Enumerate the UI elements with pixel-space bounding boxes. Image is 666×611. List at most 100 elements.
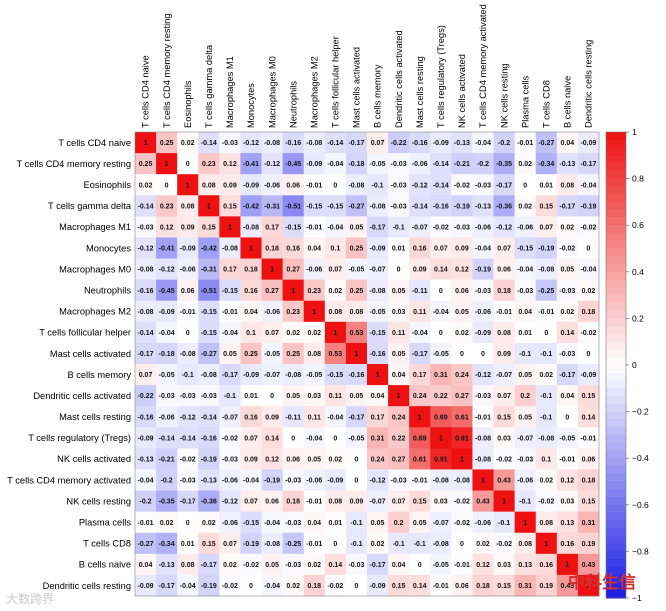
cell-value-label: -0.14 bbox=[327, 140, 343, 147]
cell-value-label: 0.02 bbox=[286, 583, 300, 590]
cell-value-label: -0.03 bbox=[517, 288, 533, 295]
cell-value-label: -0.03 bbox=[454, 225, 470, 232]
cell-value-label: 0.02 bbox=[539, 478, 553, 485]
heatmap-cell bbox=[198, 279, 220, 302]
cell-value-label: -0.03 bbox=[391, 161, 407, 168]
colorbar-segment bbox=[606, 279, 626, 288]
colorbar-segment bbox=[606, 295, 626, 304]
heatmap-cell bbox=[324, 364, 347, 386]
heatmap-cell bbox=[135, 490, 157, 513]
cell-value-label: -0.02 bbox=[454, 499, 470, 506]
cell-value-label: -0.04 bbox=[180, 583, 196, 590]
heatmap-cell bbox=[324, 342, 347, 365]
cell-value-label: -0.08 bbox=[433, 541, 449, 548]
column-label: B cells memory bbox=[373, 64, 383, 128]
heatmap-cell bbox=[493, 532, 516, 555]
column-label: Neutrophils bbox=[288, 81, 298, 128]
heatmap-cell bbox=[472, 237, 494, 259]
colorbar-segment bbox=[606, 388, 626, 397]
heatmap-cell bbox=[282, 237, 305, 259]
heatmap-cell bbox=[430, 237, 452, 259]
cell-value-label: -0.04 bbox=[580, 182, 596, 189]
heatmap-cell bbox=[282, 342, 305, 365]
heatmap-cell bbox=[303, 300, 326, 323]
cell-value-label: -0.1 bbox=[540, 351, 552, 358]
cell-value-label: 0.02 bbox=[371, 541, 385, 548]
heatmap-cell bbox=[493, 364, 516, 386]
cell-value-label: 0.61 bbox=[455, 414, 469, 421]
cell-value-label: 0.12 bbox=[160, 225, 174, 232]
cell-value-label: -0.27 bbox=[348, 203, 364, 210]
cell-value-label: -0.08 bbox=[454, 478, 470, 485]
colorbar-segment bbox=[606, 574, 626, 584]
cell-value-label: 0 bbox=[397, 267, 401, 274]
cell-value-label: 1 bbox=[544, 541, 548, 548]
row-label: Macrophages M1 bbox=[59, 222, 131, 232]
colorbar-tick-label: 0.2 bbox=[632, 313, 644, 323]
cell-value-label: -0.19 bbox=[243, 541, 259, 548]
cell-value-label: -0.01 bbox=[454, 562, 470, 569]
heatmap-cell bbox=[388, 385, 410, 407]
heatmap-cell bbox=[388, 300, 410, 323]
colorbar-segment bbox=[606, 256, 626, 265]
heatmap-cell bbox=[493, 385, 516, 407]
cell-value-label: -0.18 bbox=[159, 351, 175, 358]
colorbar-segment bbox=[606, 287, 626, 296]
cell-value-label: 0.05 bbox=[392, 288, 406, 295]
column-label: T cells follicular helper bbox=[331, 36, 341, 128]
cell-value-label: -0.2 bbox=[140, 499, 152, 506]
cell-value-label: 0.07 bbox=[371, 140, 385, 147]
cell-value-label: 0.09 bbox=[497, 351, 511, 358]
cell-value-label: -0.01 bbox=[222, 309, 238, 316]
heatmap-cell bbox=[135, 385, 157, 407]
heatmap-cell bbox=[430, 490, 452, 513]
heatmap-cell bbox=[303, 553, 326, 576]
cell-value-label: -0.16 bbox=[201, 435, 217, 442]
cell-value-label: -0.07 bbox=[433, 520, 449, 527]
heatmap-cell bbox=[282, 174, 305, 196]
heatmap-cell bbox=[556, 448, 579, 470]
cell-value-label: -0.01 bbox=[306, 225, 322, 232]
heatmap-cell bbox=[409, 195, 431, 217]
cell-value-label: 0.1 bbox=[330, 246, 340, 253]
heatmap-cell bbox=[198, 490, 220, 513]
row-label: Neutrophils bbox=[84, 285, 131, 295]
cell-value-label: -0.13 bbox=[454, 140, 470, 147]
heatmap-cell bbox=[324, 448, 347, 470]
heatmap-cell bbox=[388, 153, 410, 175]
cell-value-label: -0.08 bbox=[475, 457, 491, 464]
cell-value-label: -0.03 bbox=[475, 182, 491, 189]
colorbar-segment bbox=[606, 411, 626, 420]
cell-value-label: -0.17 bbox=[370, 225, 386, 232]
cell-value-label: -0.15 bbox=[327, 372, 343, 379]
cell-value-label: 1 bbox=[249, 246, 253, 253]
cell-value-label: -0.06 bbox=[159, 414, 175, 421]
heatmap-cell bbox=[282, 385, 305, 407]
heatmap-cell bbox=[219, 279, 241, 302]
heatmap-cell bbox=[282, 490, 305, 513]
heatmap-cell bbox=[135, 342, 157, 365]
heatmap-cell bbox=[493, 490, 516, 513]
cell-value-label: 1 bbox=[376, 372, 380, 379]
heatmap-cell bbox=[430, 511, 452, 534]
cell-value-label: -0.02 bbox=[433, 225, 449, 232]
cell-value-label: -0.14 bbox=[180, 435, 196, 442]
cell-value-label: 1 bbox=[418, 414, 422, 421]
heatmap-cell bbox=[177, 153, 199, 175]
heatmap-cell bbox=[472, 574, 494, 597]
heatmap-cell bbox=[324, 216, 347, 238]
heatmap-cell bbox=[240, 174, 262, 196]
heatmap-cell bbox=[535, 553, 558, 576]
heatmap-cell bbox=[219, 574, 241, 597]
cell-value-label: -0.05 bbox=[433, 562, 449, 569]
cell-value-label: 0.05 bbox=[350, 393, 364, 400]
heatmap-cell bbox=[409, 258, 431, 281]
cell-value-label: -0.04 bbox=[327, 414, 343, 421]
heatmap-cell bbox=[451, 153, 473, 175]
cell-value-label: -0.03 bbox=[559, 351, 575, 358]
cell-value-label: -0.13 bbox=[159, 562, 175, 569]
cell-value-label: 0.19 bbox=[582, 541, 596, 548]
cell-value-label: -0.09 bbox=[138, 583, 154, 590]
heatmap-cell bbox=[345, 279, 368, 302]
colorbar-segment bbox=[606, 380, 626, 389]
